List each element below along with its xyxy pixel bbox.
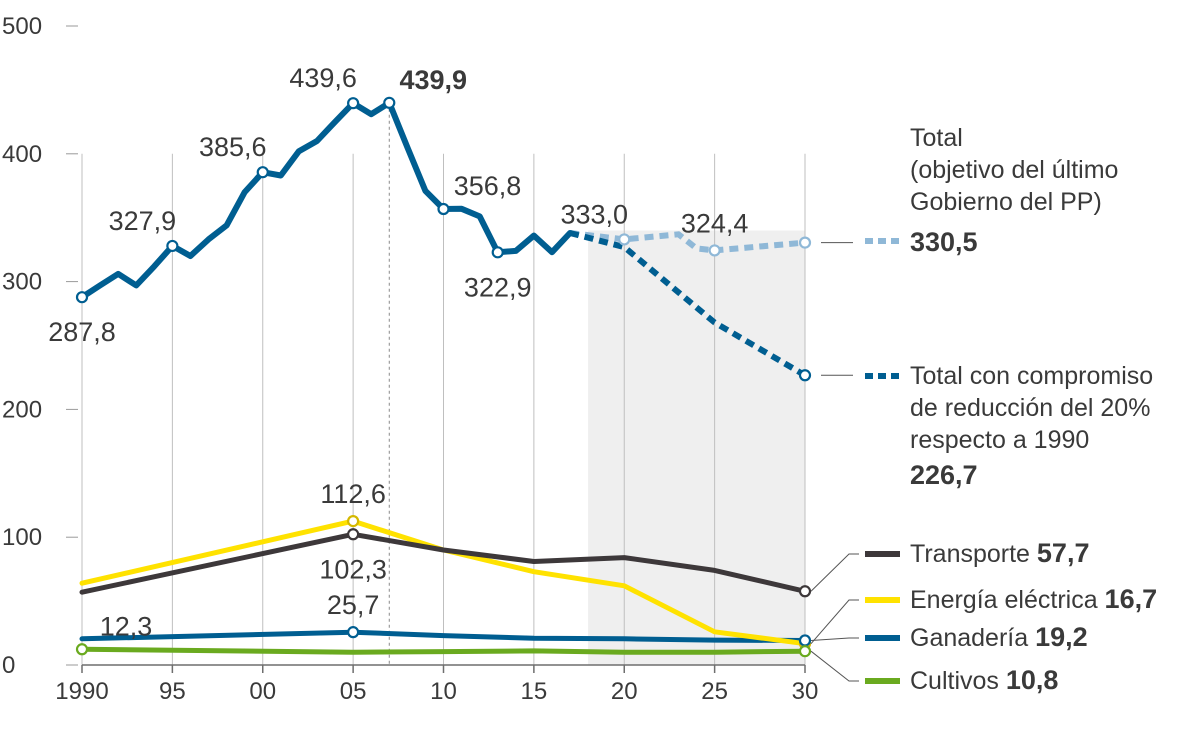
y-axis: 0 100 200 300 400 500 xyxy=(2,13,78,679)
series-line-total_20 xyxy=(569,230,807,378)
marker-total_hist-2010 xyxy=(437,202,450,216)
data-label: 439,9 xyxy=(399,65,467,95)
legend-connector-cultivos xyxy=(810,650,859,682)
x-tick-label: 20 xyxy=(611,678,638,705)
legend-value: 57,7 xyxy=(1037,538,1090,568)
x-tick-label: 30 xyxy=(792,678,819,705)
marker-total_20-2030 xyxy=(798,369,812,382)
legend-label-ganaderia: Ganadería 19,2 xyxy=(910,622,1088,652)
x-tick-label: 15 xyxy=(521,678,548,705)
marker-total_hist-1995 xyxy=(166,239,179,253)
marker-ganaderia-2005 xyxy=(347,626,360,639)
legend-name: Ganadería xyxy=(910,624,1035,652)
legend-label-line: de reducción del 20% xyxy=(910,394,1150,422)
legend-label-line: Gobierno del PP) xyxy=(910,188,1102,216)
marker-total_hist-1990 xyxy=(75,291,89,304)
legend: Total (objetivo del último Gobierno del PP… xyxy=(810,124,1157,695)
marker-cultivos-1990 xyxy=(75,643,89,656)
legend-value: 16,7 xyxy=(1105,584,1158,614)
legend-label-line: (objetivo del último xyxy=(910,156,1118,184)
y-tick-label: 300 xyxy=(2,269,42,296)
y-tick-label: 100 xyxy=(2,524,42,551)
marker-total_pp-2025 xyxy=(708,244,721,257)
series-line-cultivos xyxy=(79,646,808,655)
data-label: 112,6 xyxy=(320,479,386,509)
legend-label-energia: Energía eléctrica 16,7 xyxy=(910,584,1157,614)
data-label: 287,8 xyxy=(48,317,116,347)
legend-connector-ganaderia xyxy=(810,637,859,641)
series-line-total_pp xyxy=(569,230,806,254)
marker-transporte-2030 xyxy=(798,585,812,598)
legend-name: Cultivos xyxy=(910,667,1006,695)
data-label: 333,0 xyxy=(560,199,628,229)
x-tick-label: 10 xyxy=(430,678,457,705)
marker-total_hist-2000 xyxy=(256,166,269,179)
data-label: 327,9 xyxy=(109,206,177,236)
legend-label-cultivos: Cultivos 10,8 xyxy=(910,665,1058,695)
legend-label-line: Total con compromiso xyxy=(910,362,1153,390)
data-label: 12,3 xyxy=(100,611,153,641)
y-tick-label: 400 xyxy=(2,141,42,168)
marker-transporte-2005 xyxy=(347,528,360,541)
data-label: 324,4 xyxy=(681,208,749,238)
legend-label-line: Total xyxy=(910,124,963,152)
y-tick-label: 500 xyxy=(2,13,42,40)
x-tick-label: 05 xyxy=(340,678,367,705)
legend-connector-transporte xyxy=(810,553,859,592)
projection-shading xyxy=(588,230,805,666)
data-label: 356,8 xyxy=(454,171,522,201)
x-tick-label: 1990 xyxy=(55,678,108,705)
data-label: 322,9 xyxy=(464,272,532,302)
series-line-total_hist xyxy=(79,99,573,301)
projection-region xyxy=(588,230,805,666)
legend-value-total_pp: 330,5 xyxy=(910,227,978,257)
marker-total_pp-2030 xyxy=(798,236,812,249)
marker-total_hist-2013 xyxy=(491,246,504,259)
x-tick-label: 00 xyxy=(249,678,276,705)
legend-label-transporte: Transporte 57,7 xyxy=(910,538,1089,568)
data-label: 439,6 xyxy=(289,63,357,93)
legend-value: 10,8 xyxy=(1006,665,1059,695)
legend-value: 19,2 xyxy=(1035,622,1088,652)
y-tick-label: 0 xyxy=(2,652,15,679)
x-axis: 1990 95 00 05 10 15 20 25 30 xyxy=(55,664,819,705)
marker-energia-2005 xyxy=(347,514,360,528)
marker-total_hist-2007 xyxy=(383,96,396,109)
data-label: 102,3 xyxy=(319,554,387,584)
legend-name: Energía eléctrica xyxy=(910,586,1105,614)
marker-total_hist-2005 xyxy=(347,97,360,110)
legend-name: Transporte xyxy=(910,540,1037,568)
marker-total_pp-2020 xyxy=(618,233,631,246)
marker-ganaderia-2030 xyxy=(798,634,812,647)
y-tick-label: 200 xyxy=(2,396,42,423)
x-tick-label: 95 xyxy=(159,678,186,705)
data-labels: 287,8 327,9 385,6 439,6 439,9 356,8 322,9 333,0… xyxy=(48,63,748,641)
legend-value-total_20: 226,7 xyxy=(910,460,978,490)
x-tick-label: 25 xyxy=(701,678,728,705)
legend-label-line: respecto a 1990 xyxy=(910,426,1089,454)
legend-connector-energia xyxy=(810,599,859,644)
marker-cultivos-2030 xyxy=(798,645,812,658)
data-label: 385,6 xyxy=(199,132,267,162)
series-markers xyxy=(75,96,812,658)
data-label: 25,7 xyxy=(327,590,380,620)
